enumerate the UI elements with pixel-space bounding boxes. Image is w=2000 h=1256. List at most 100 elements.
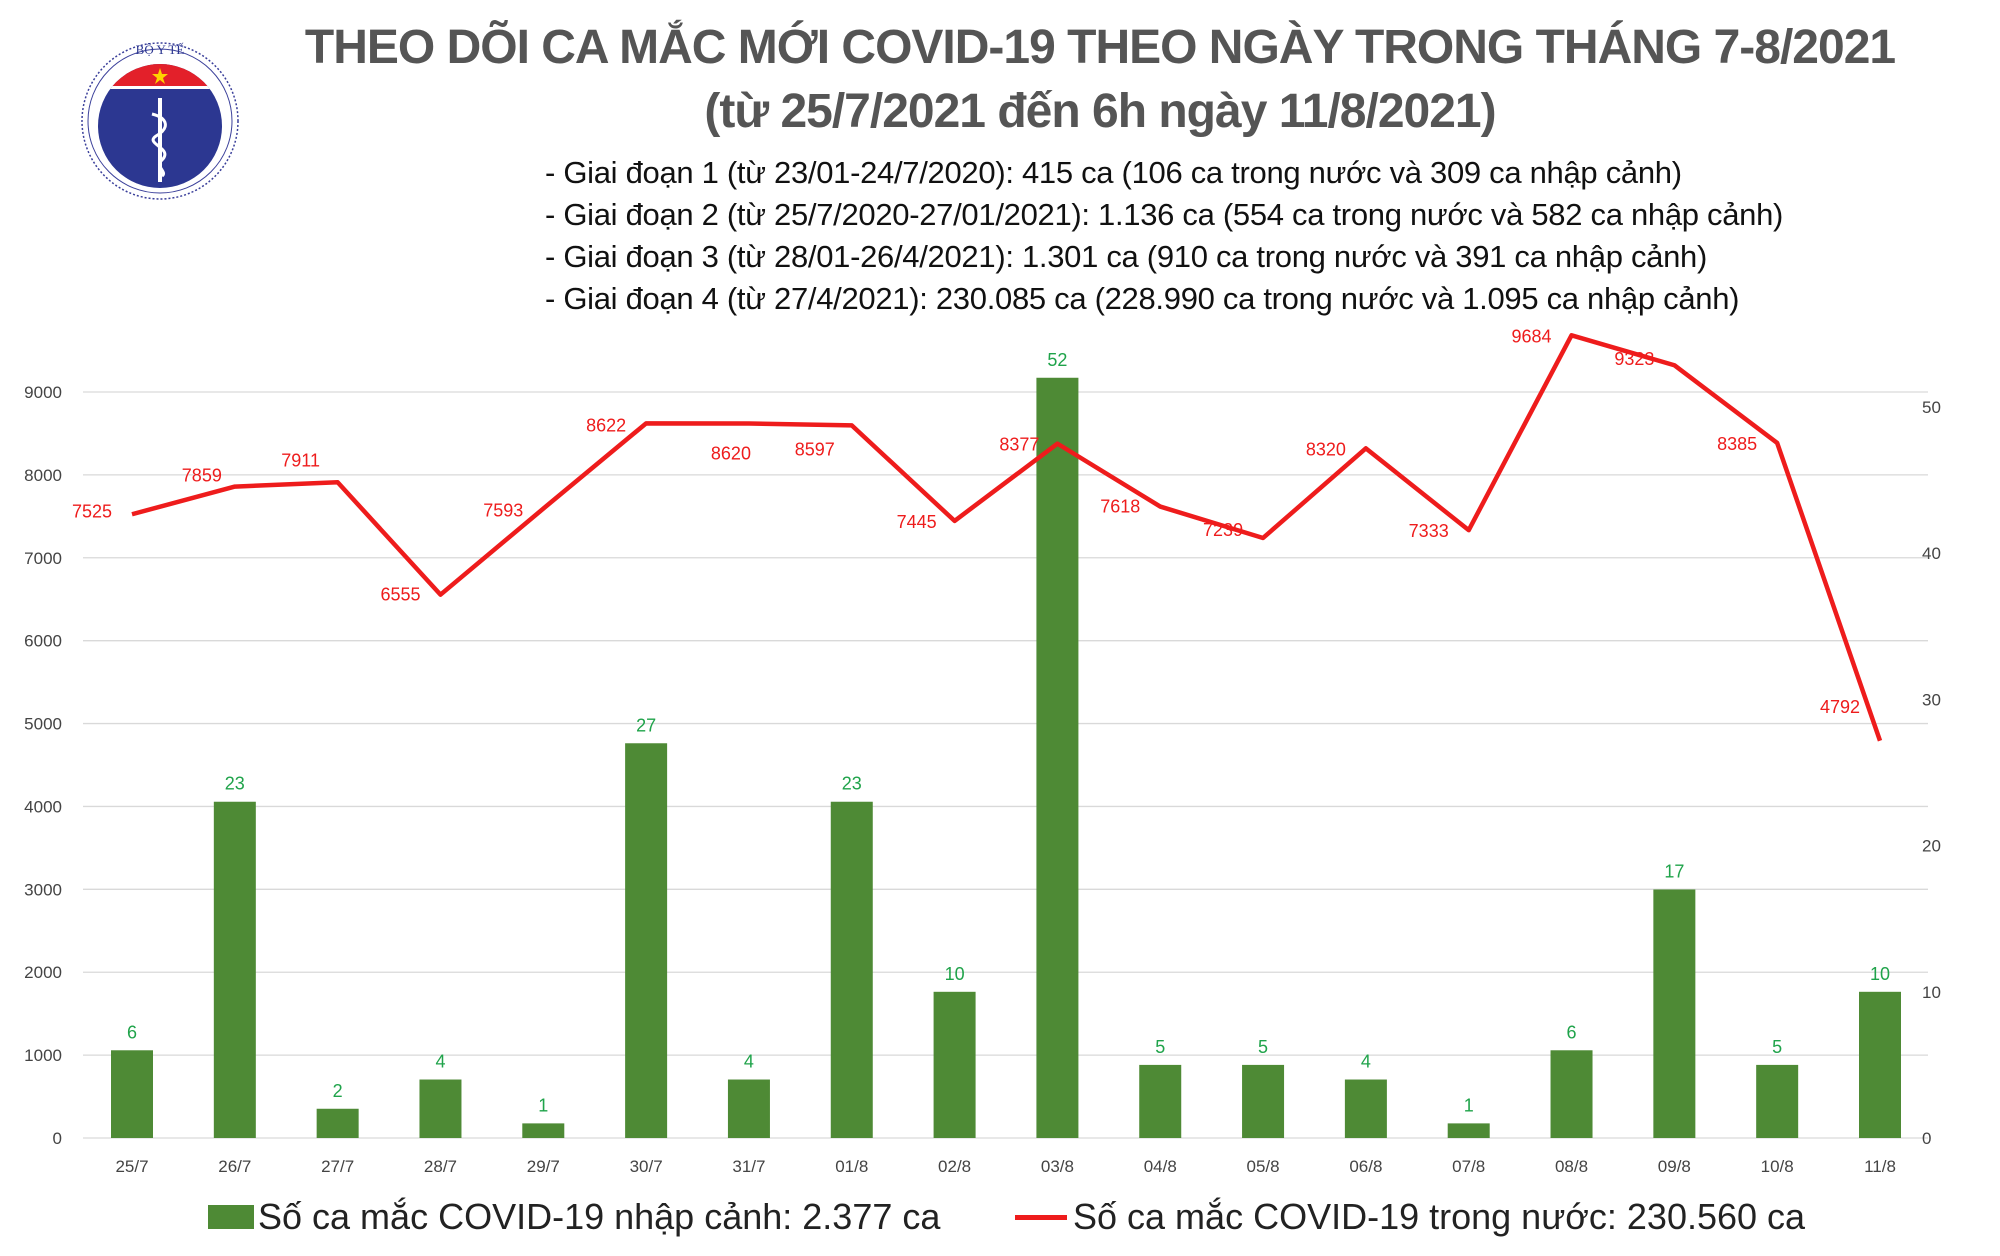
line-data-label: 8320 — [1306, 439, 1346, 459]
bar-data-label: 27 — [636, 715, 656, 735]
x-axis-tick-label: 06/8 — [1349, 1157, 1382, 1176]
x-axis-tick-label: 27/7 — [321, 1157, 354, 1176]
line-data-label: 8377 — [999, 435, 1039, 455]
x-axis-tick-label: 09/8 — [1658, 1157, 1691, 1176]
legend-line-swatch — [1015, 1214, 1067, 1220]
x-axis-tick-label: 31/7 — [732, 1157, 765, 1176]
line-data-label: 7525 — [72, 501, 112, 521]
left-axis-tick-label: 4000 — [24, 797, 62, 816]
bar-imported — [1756, 1064, 1799, 1138]
x-axis-tick-label: 03/8 — [1041, 1157, 1074, 1176]
phase-1-summary: - Giai đoạn 1 (từ 23/01-24/7/2020): 415 … — [545, 155, 1682, 190]
right-axis-tick-label: 30 — [1922, 690, 1941, 709]
phase-4-summary: - Giai đoạn 4 (từ 27/4/2021): 230.085 ca… — [545, 281, 1740, 316]
right-axis-tick-label: 0 — [1922, 1129, 1931, 1148]
x-axis-tick-label: 08/8 — [1555, 1157, 1588, 1176]
x-axis-tick-label: 29/7 — [527, 1157, 560, 1176]
right-axis-tick-label: 10 — [1922, 983, 1941, 1002]
line-data-label: 9323 — [1614, 349, 1654, 369]
bar-imported — [1447, 1123, 1490, 1138]
bar-imported — [111, 1050, 153, 1138]
x-axis-tick-label: 26/7 — [218, 1157, 251, 1176]
legend-domestic: Số ca mắc COVID-19 trong nước: 230.560 c… — [1015, 1196, 1805, 1238]
line-data-label: 8597 — [795, 439, 835, 459]
legend-imported-label: Số ca mắc COVID-19 nhập cảnh: 2.377 ca — [258, 1196, 941, 1237]
bar-data-label: 5 — [1772, 1037, 1782, 1057]
bar-data-label: 1 — [538, 1095, 548, 1115]
line-data-label: 7911 — [281, 450, 320, 470]
bar-imported — [316, 1108, 359, 1138]
left-axis-tick-label: 3000 — [24, 880, 62, 899]
bar-data-label: 23 — [842, 774, 862, 794]
phase-summary: - Giai đoạn 1 (từ 23/01-24/7/2020): 415 … — [545, 152, 1783, 320]
left-axis-tick-label: 6000 — [24, 632, 62, 651]
legend-domestic-label: Số ca mắc COVID-19 trong nước: 230.560 c… — [1073, 1196, 1806, 1237]
line-domestic — [131, 333, 1883, 742]
phase-3-summary: - Giai đoạn 3 (từ 28/01-26/4/2021): 1.30… — [545, 239, 1707, 274]
bar-data-label: 4 — [1361, 1052, 1371, 1072]
x-axis-tick-label: 30/7 — [630, 1157, 663, 1176]
bar-data-label: 6 — [127, 1022, 137, 1042]
bar-imported — [1859, 991, 1901, 1138]
left-axis-tick-label: 2000 — [24, 963, 62, 982]
bar-imported — [522, 1123, 565, 1138]
bar-data-label: 5 — [1258, 1037, 1268, 1057]
chart-subtitle: (từ 25/7/2021 đến 6h ngày 11/8/2021) — [704, 85, 1496, 138]
bar-data-label: 23 — [225, 774, 245, 794]
bar-imported — [727, 1079, 770, 1138]
bar-imported — [419, 1079, 462, 1138]
ministry-of-health-logo: BỘ Y TẾ — [81, 42, 239, 200]
left-axis-tick-label: 8000 — [24, 466, 62, 485]
chart-title: THEO DÕI CA MẮC MỚI COVID-19 THEO NGÀY T… — [304, 21, 1896, 74]
line-data-label: 7859 — [182, 466, 222, 486]
x-axis-tick-label: 01/8 — [835, 1157, 868, 1176]
line-data-label: 7333 — [1409, 521, 1449, 541]
line-data-label: 7618 — [1100, 497, 1140, 517]
bar-imported — [830, 801, 873, 1138]
legend-imported: Số ca mắc COVID-19 nhập cảnh: 2.377 ca — [208, 1196, 940, 1238]
svg-text:BỘ Y TẾ: BỘ Y TẾ — [136, 42, 185, 57]
bar-imported — [625, 743, 668, 1138]
right-axis-tick-label: 20 — [1922, 837, 1941, 856]
x-axis-tick-label: 10/8 — [1761, 1157, 1794, 1176]
right-axis-tick-label: 50 — [1922, 398, 1941, 417]
x-axis-tick-label: 02/8 — [938, 1157, 971, 1176]
bar-imported — [1242, 1064, 1285, 1138]
bar-imported — [933, 991, 976, 1138]
bar-data-label: 17 — [1664, 861, 1684, 881]
x-axis-tick-label: 07/8 — [1452, 1157, 1485, 1176]
line-data-label: 9684 — [1512, 326, 1552, 346]
line-data-label: 8622 — [586, 415, 626, 435]
x-axis-tick-label: 04/8 — [1144, 1157, 1177, 1176]
left-axis-tick-label: 0 — [53, 1129, 62, 1148]
bar-imported — [1550, 1050, 1593, 1138]
bar-imported — [1653, 889, 1696, 1138]
phase-2-summary: - Giai đoạn 2 (từ 25/7/2020-27/01/2021):… — [545, 197, 1784, 232]
left-axis-tick-label: 1000 — [24, 1046, 62, 1065]
line-data-label: 8385 — [1717, 434, 1757, 454]
bar-data-label: 5 — [1155, 1037, 1165, 1057]
bar-data-label: 1 — [1464, 1095, 1474, 1115]
bar-data-label: 10 — [945, 964, 965, 984]
bar-data-label: 52 — [1047, 350, 1067, 370]
bar-data-label: 6 — [1567, 1022, 1577, 1042]
line-data-label: 7593 — [483, 501, 523, 521]
x-axis-tick-label: 05/8 — [1247, 1157, 1280, 1176]
line-data-label: 4792 — [1820, 697, 1860, 717]
bar-data-label: 4 — [744, 1052, 754, 1072]
bar-data-label: 2 — [333, 1081, 343, 1101]
bar-imported — [1139, 1064, 1182, 1138]
bar-imported — [1036, 377, 1079, 1138]
left-axis-tick-label: 7000 — [24, 549, 62, 568]
x-axis-tick-label: 25/7 — [115, 1157, 148, 1176]
line-data-label: 7445 — [897, 512, 937, 532]
line-data-label: 6555 — [380, 585, 420, 605]
bar-data-label: 10 — [1870, 964, 1890, 984]
line-data-label: 8620 — [711, 443, 751, 463]
bar-imported — [1344, 1079, 1387, 1138]
x-axis-tick-label: 28/7 — [424, 1157, 457, 1176]
right-axis-tick-label: 40 — [1922, 544, 1941, 563]
left-axis-tick-label: 5000 — [24, 715, 62, 734]
bar-data-label: 4 — [435, 1052, 445, 1072]
